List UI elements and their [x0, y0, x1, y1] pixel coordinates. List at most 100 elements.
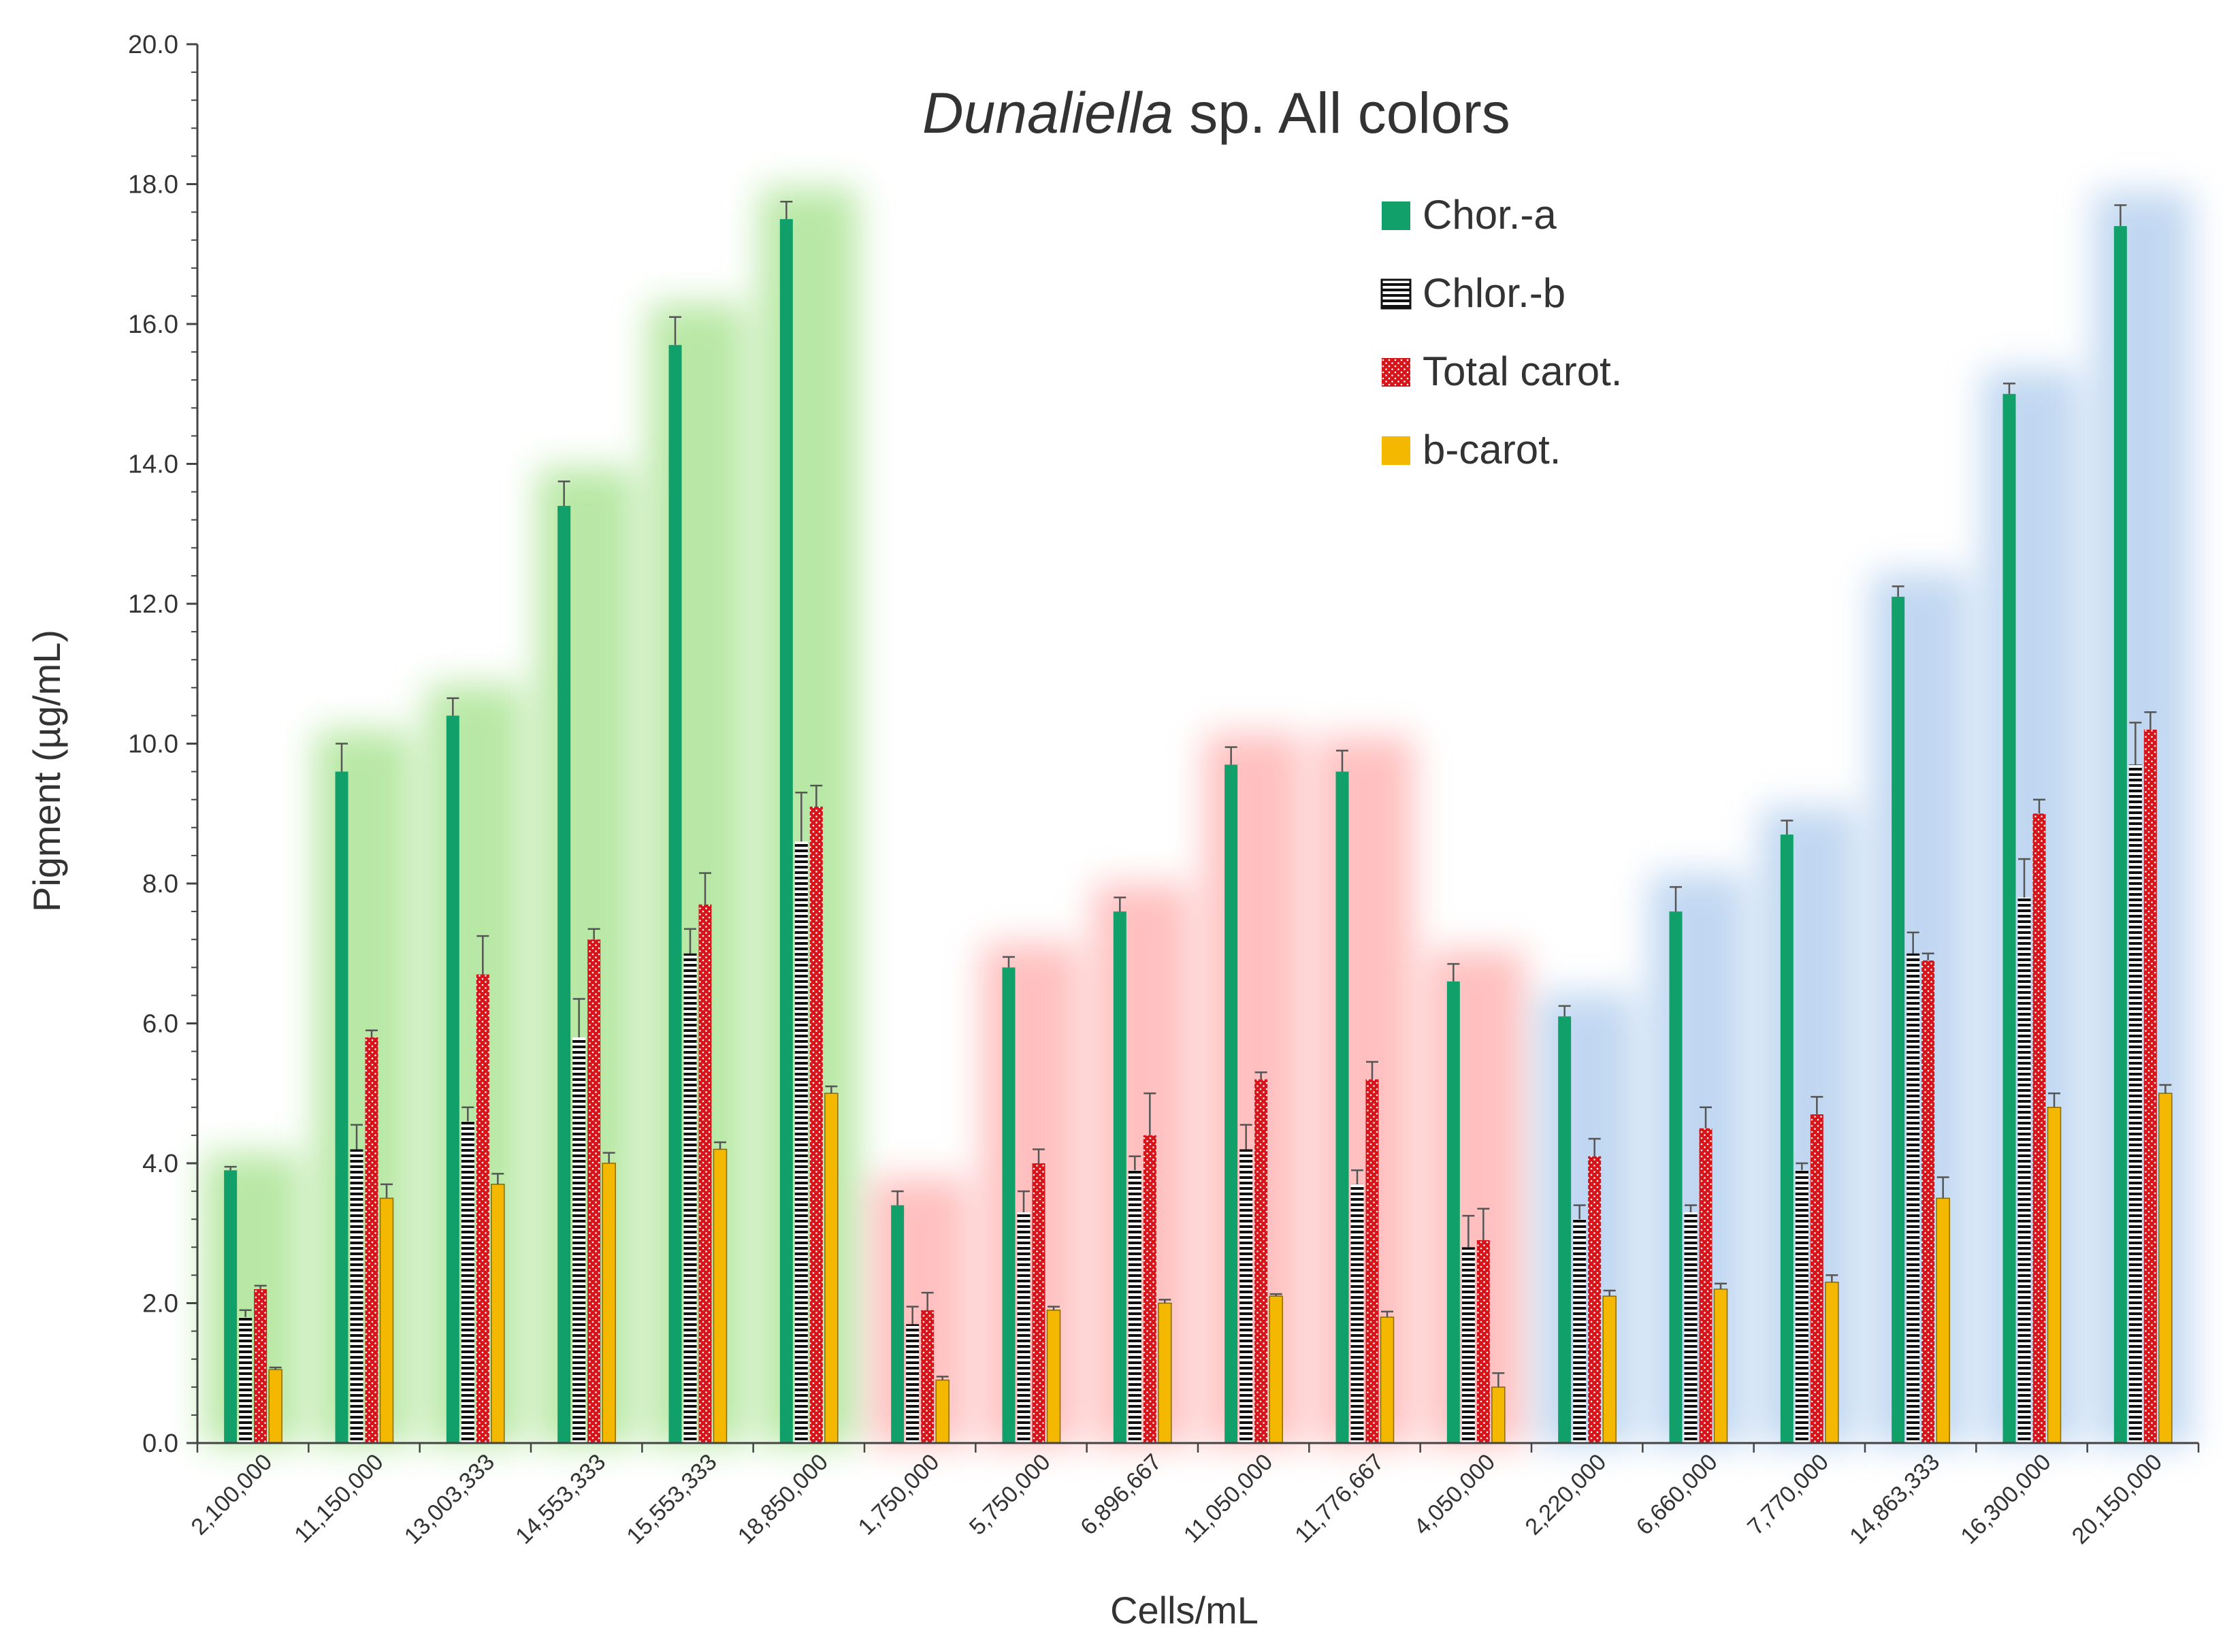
- y-tick-label: 4.0: [142, 1150, 178, 1178]
- bar: [1476, 1240, 1490, 1443]
- bar: [1380, 1316, 1395, 1444]
- group-glow: [649, 303, 747, 1446]
- bar: [906, 1324, 920, 1443]
- legend-item: b-carot.: [1382, 427, 1561, 472]
- bar: [1573, 1219, 1587, 1443]
- group-glow: [1538, 992, 1636, 1446]
- bar: [2113, 226, 2127, 1443]
- y-tick-label: 8.0: [142, 870, 178, 898]
- x-tick-label: 11,776,667: [1290, 1449, 1389, 1548]
- group-glow: [760, 188, 858, 1446]
- y-axis-title: Pigment (µg/mL): [25, 630, 68, 912]
- chart-title-rest: sp. All colors: [1173, 81, 1510, 145]
- bar: [1350, 1184, 1364, 1443]
- bar: [350, 1149, 363, 1443]
- bar: [2017, 897, 2031, 1443]
- bar: [2047, 1107, 2062, 1444]
- bar: [224, 1170, 238, 1443]
- y-tick-label: 0.0: [142, 1429, 178, 1458]
- bar: [1113, 911, 1126, 1443]
- bar: [1143, 1135, 1156, 1443]
- x-tick-label: 11,150,000: [289, 1449, 388, 1548]
- bar: [1825, 1281, 1839, 1444]
- bar: [1713, 1289, 1728, 1444]
- x-tick-label: 7,770,000: [1742, 1449, 1834, 1540]
- bar: [1491, 1387, 1506, 1444]
- bar: [1699, 1128, 1713, 1443]
- bar: [1892, 596, 1905, 1443]
- x-tick-label: 13,003,333: [400, 1449, 500, 1549]
- bar: [239, 1317, 253, 1443]
- legend-swatch: [1382, 201, 1410, 230]
- legend: Chor.-a Chlor.-b Total carot. b-carot.: [1380, 192, 1622, 472]
- axes-layer: [186, 43, 2200, 1453]
- group-glow: [315, 730, 413, 1446]
- bar: [2158, 1092, 2173, 1444]
- bar: [268, 1369, 282, 1444]
- legend-swatch: [1380, 278, 1412, 310]
- group-glow: [982, 943, 1080, 1446]
- x-tick-label: 2,100,000: [186, 1449, 277, 1540]
- bar: [1669, 911, 1683, 1443]
- bar: [1224, 764, 1238, 1443]
- bar: [1446, 981, 1460, 1443]
- x-tick-label: 14,553,333: [510, 1449, 611, 1549]
- x-tick-label: 6,660,000: [1632, 1449, 1723, 1540]
- bar: [572, 1037, 586, 1443]
- y-tick-label: 18.0: [128, 171, 178, 199]
- x-tick-label: 14,863,333: [1845, 1449, 1945, 1549]
- bar: [1906, 953, 1920, 1443]
- bar: [491, 1184, 505, 1444]
- bar: [1558, 1016, 1572, 1443]
- bar: [824, 1092, 839, 1444]
- chart-title: Dunaliella sp. All colors: [922, 81, 1510, 145]
- group-glow: [2094, 191, 2192, 1446]
- bar: [935, 1379, 950, 1444]
- bar: [1128, 1170, 1141, 1443]
- legend-swatch: [1382, 436, 1410, 465]
- bar: [794, 841, 808, 1443]
- bar: [461, 1121, 474, 1443]
- bar: [1254, 1079, 1268, 1443]
- bar: [1239, 1149, 1253, 1443]
- bar: [587, 939, 601, 1443]
- y-tick-label: 12.0: [128, 590, 178, 619]
- group-glow: [1427, 950, 1525, 1446]
- group-glow-layer: [204, 188, 2192, 1446]
- bar: [1269, 1295, 1283, 1444]
- legend-item: Total carot.: [1382, 349, 1622, 394]
- bar: [2002, 393, 2016, 1443]
- bar: [698, 904, 712, 1443]
- bar: [254, 1289, 267, 1443]
- x-tick-label: 20,150,000: [2067, 1449, 2167, 1549]
- bar: [1795, 1170, 1808, 1443]
- bar: [1158, 1302, 1172, 1444]
- group-glow: [204, 1153, 302, 1446]
- group-glow: [1871, 572, 1970, 1446]
- bar: [809, 806, 823, 1443]
- bars-layer: [224, 200, 2173, 1444]
- bar: [2143, 729, 2157, 1443]
- group-glow: [426, 684, 525, 1446]
- bar: [476, 974, 489, 1443]
- bar: [921, 1310, 935, 1443]
- x-axis-title: Cells/mL: [1110, 1589, 1259, 1632]
- bar: [557, 506, 571, 1443]
- group-glow: [1649, 873, 1747, 1446]
- group-glow: [1204, 733, 1303, 1446]
- bar: [602, 1163, 616, 1444]
- bar: [365, 1037, 378, 1443]
- x-tick-label: 4,050,000: [1409, 1449, 1500, 1540]
- x-tick-label: 11,050,000: [1179, 1449, 1278, 1548]
- bar: [1461, 1247, 1475, 1443]
- y-tick-label: 10.0: [128, 730, 178, 759]
- bar: [668, 344, 682, 1444]
- x-tick-label: 16,300,000: [1956, 1449, 2056, 1549]
- bar: [1046, 1310, 1061, 1444]
- bar: [1335, 771, 1349, 1443]
- x-tick-label: 1,750,000: [853, 1449, 944, 1540]
- group-glow: [1316, 736, 1414, 1446]
- bar: [335, 771, 348, 1443]
- legend-label: Chlor.-b: [1423, 270, 1565, 316]
